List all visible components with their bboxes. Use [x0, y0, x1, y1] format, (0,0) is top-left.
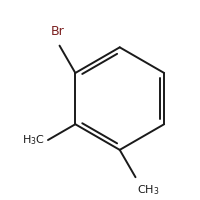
Text: CH$_3$: CH$_3$	[137, 183, 160, 197]
Text: Br: Br	[51, 25, 64, 38]
Text: H$_3$C: H$_3$C	[22, 133, 45, 147]
